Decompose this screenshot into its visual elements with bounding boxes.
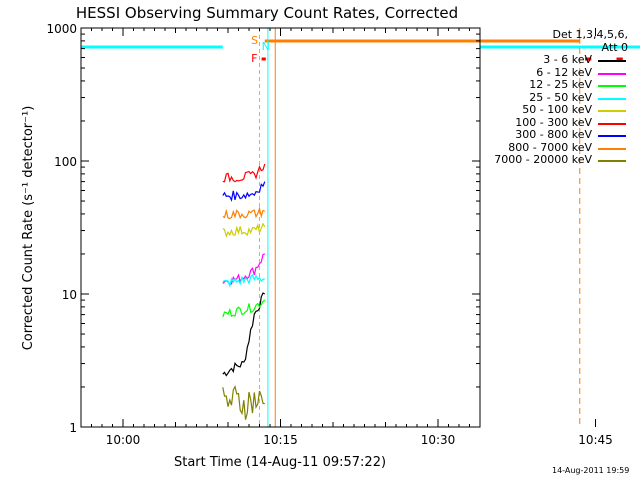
legend-label: 25 - 50 keV bbox=[529, 90, 592, 104]
legend-swatch bbox=[598, 60, 626, 62]
x-tick-label: 10:45 bbox=[578, 433, 613, 447]
legend-label: 12 - 25 keV bbox=[529, 78, 592, 91]
legend-label: 50 - 100 keV bbox=[522, 103, 592, 116]
legend-swatch bbox=[598, 85, 626, 87]
series-line-7 bbox=[222, 206, 265, 220]
legend-title: Det 1,3,4,5,6, Att 0 bbox=[498, 28, 628, 54]
series-line-6 bbox=[222, 181, 266, 202]
legend-entry: 12 - 25 keV bbox=[484, 78, 634, 92]
legend-title-line-1: Det 1,3,4,5,6, bbox=[552, 28, 628, 41]
legend-entry: 50 - 100 keV bbox=[484, 103, 634, 117]
series-line-4 bbox=[222, 222, 266, 238]
legend-swatch bbox=[598, 97, 626, 100]
series-line-3 bbox=[222, 274, 265, 288]
legend-label: 7000 - 20000 keV bbox=[494, 153, 592, 166]
legend: 3 - 6 keV 6 - 12 keV 12 - 25 keV 25 - 50… bbox=[484, 53, 634, 167]
chart-marks-layer: S NF bbox=[80, 28, 640, 427]
series-line-0 bbox=[222, 292, 266, 377]
legend-swatch bbox=[598, 135, 626, 137]
x-tick-label: 10:30 bbox=[421, 433, 456, 447]
y-tick-label: 1000 bbox=[46, 22, 77, 36]
legend-label: 100 - 300 keV bbox=[515, 115, 592, 129]
legend-swatch bbox=[598, 110, 626, 112]
flare-flag-label: F bbox=[251, 52, 257, 65]
series-line-2 bbox=[222, 299, 266, 318]
legend-label: 800 - 7000 keV bbox=[508, 140, 592, 154]
y-tick-label: 1 bbox=[69, 421, 77, 435]
legend-entry: 6 - 12 keV bbox=[484, 65, 634, 80]
legend-entry: 7000 - 20000 keV bbox=[484, 153, 634, 167]
plot-frame bbox=[80, 27, 481, 428]
x-tick-label: 10:15 bbox=[263, 433, 298, 447]
x-tick-label: 10:00 bbox=[106, 433, 141, 447]
x-axis-label: Start Time (14-Aug-11 09:57:22) bbox=[174, 455, 386, 470]
legend-label: 300 - 800 keV bbox=[515, 128, 592, 141]
legend-swatch bbox=[598, 160, 626, 162]
legend-swatch bbox=[598, 147, 626, 150]
legend-entry: 3 - 6 keV bbox=[484, 53, 634, 67]
plot-timestamp: 14-Aug-2011 19:59 bbox=[552, 466, 630, 475]
series-line-8 bbox=[222, 385, 265, 420]
series-line-1 bbox=[222, 253, 265, 286]
legend-entry: 100 - 300 keV bbox=[484, 115, 634, 130]
legend-entry: 800 - 7000 keV bbox=[484, 140, 634, 155]
legend-label: 6 - 12 keV bbox=[536, 65, 592, 79]
y-axis-label: Corrected Count Rate (s⁻¹ detector⁻¹) bbox=[21, 106, 36, 351]
chart-title: HESSI Observing Summary Count Rates, Cor… bbox=[76, 4, 458, 22]
legend-entry: 25 - 50 keV bbox=[484, 90, 634, 105]
legend-entry: 300 - 800 keV bbox=[484, 128, 634, 142]
y-tick-label: 10 bbox=[62, 288, 77, 302]
legend-label: 3 - 6 keV bbox=[543, 53, 592, 66]
saa-flag-label: S bbox=[251, 34, 258, 47]
night-flag-label: N bbox=[262, 40, 270, 53]
y-axis: 1 10 100 1000 bbox=[46, 22, 480, 435]
series-line-5 bbox=[222, 163, 266, 183]
legend-title-line-2: Att 0 bbox=[601, 41, 628, 54]
legend-swatch bbox=[598, 122, 626, 125]
y-tick-label: 100 bbox=[54, 155, 77, 169]
legend-swatch bbox=[598, 72, 626, 75]
